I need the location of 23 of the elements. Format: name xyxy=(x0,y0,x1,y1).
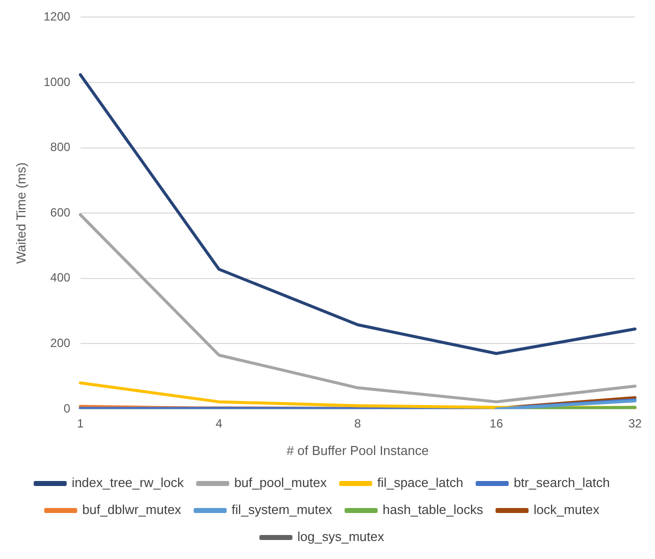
x-tick-label: 4 xyxy=(216,416,223,431)
legend-label: lock_mutex xyxy=(534,502,600,518)
legend-label: buf_dblwr_mutex xyxy=(82,502,182,518)
y-tick-label: 1000 xyxy=(44,74,71,89)
y-tick-label: 200 xyxy=(50,336,71,350)
legend-label: fil_system_mutex xyxy=(232,502,333,518)
x-axis-title: # of Buffer Pool Instance xyxy=(286,442,429,458)
legend-label: btr_search_latch xyxy=(514,475,610,490)
y-tick-label: 800 xyxy=(50,140,71,154)
legend-label: fil_space_latch xyxy=(377,475,464,490)
x-tick-label: 32 xyxy=(628,416,642,431)
y-axis-title: Waited Time (ms) xyxy=(13,162,28,264)
legend-label: buf_pool_mutex xyxy=(234,475,328,490)
y-tick-label: 1200 xyxy=(44,10,71,24)
y-tick-label: 600 xyxy=(50,205,71,220)
x-tick-label: 8 xyxy=(354,416,362,431)
legend-label: hash_table_locks xyxy=(382,502,484,518)
legend-label: log_sys_mutex xyxy=(297,529,385,544)
legend-label: index_tree_rw_lock xyxy=(72,475,184,490)
y-tick-label: 0 xyxy=(64,401,71,416)
x-tick-label: 16 xyxy=(490,416,504,431)
x-tick-label: 1 xyxy=(76,416,84,431)
y-tick-label: 400 xyxy=(50,270,71,285)
